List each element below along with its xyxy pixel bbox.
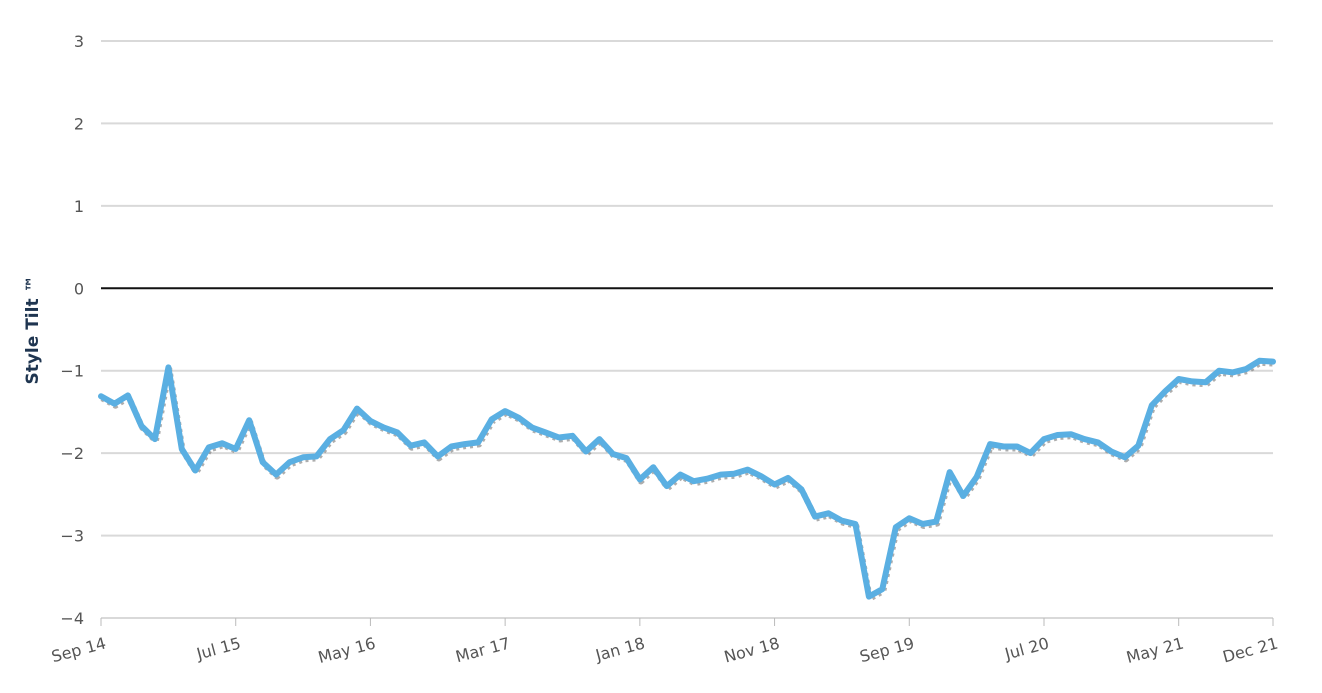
x-axis-ticks: Sep 14 Jul 15 May 16 Mar 17 Jan 18 Nov 18 Sep … — [49, 618, 1280, 667]
y-tick-label: 0 — [74, 279, 84, 298]
x-tick-label: Jul 20 — [1002, 634, 1051, 664]
x-tick-label: May 21 — [1124, 634, 1185, 668]
x-tick-label: Dec 21 — [1221, 634, 1280, 667]
x-tick-label: Jul 15 — [194, 634, 243, 664]
x-tick-label: Nov 18 — [722, 634, 782, 667]
y-tick-label: 3 — [74, 32, 84, 51]
y-tick-label: −4 — [60, 609, 84, 628]
x-tick-label: Mar 17 — [454, 634, 513, 667]
x-tick-label: Sep 14 — [49, 634, 108, 667]
gridlines — [101, 41, 1273, 618]
x-tick-label: Jan 18 — [593, 634, 647, 666]
x-tick-label: Sep 19 — [858, 634, 917, 667]
y-tick-label: −3 — [60, 527, 84, 546]
y-tick-label: 1 — [74, 197, 84, 216]
y-tick-label: −1 — [60, 362, 84, 381]
y-tick-label: −2 — [60, 444, 84, 463]
series-line — [101, 361, 1274, 599]
x-tick-label: May 16 — [316, 634, 377, 668]
y-axis-ticks: 3 2 1 0 −1 −2 −3 −4 — [60, 32, 84, 628]
y-tick-label: 2 — [74, 114, 84, 133]
y-axis-title: Style Tilt ™ — [23, 275, 43, 384]
